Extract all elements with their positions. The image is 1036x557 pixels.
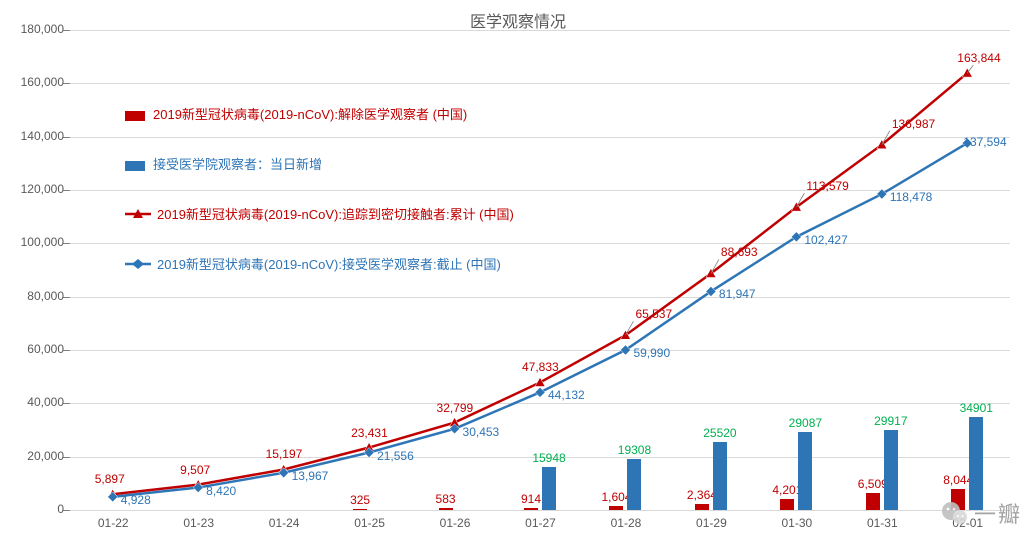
x-axis-label: 01-25 xyxy=(327,516,412,530)
x-axis-label: 01-27 xyxy=(498,516,583,530)
line-point-label: 32,799 xyxy=(437,401,474,415)
line-point-label: 8,420 xyxy=(206,484,236,498)
legend-label: 2019新型冠状病毒(2019-nCoV):接受医学观察者:截止 (中国) xyxy=(157,257,501,272)
line-point-label: 44,132 xyxy=(548,388,585,402)
line-point-label: 136,987 xyxy=(892,117,935,131)
line-path xyxy=(113,143,968,497)
line-point-label: 113,579 xyxy=(806,179,849,193)
line-point-label: 15,197 xyxy=(266,447,303,461)
line-point-label: 9,507 xyxy=(180,463,210,477)
line-path xyxy=(113,73,968,494)
legend-item: 2019新型冠状病毒(2019-nCoV):接受医学观察者:截止 (中国) xyxy=(125,254,501,274)
line-point-label: 21,556 xyxy=(377,449,414,463)
x-axis-label: 01-24 xyxy=(242,516,327,530)
lines-layer xyxy=(0,0,1036,557)
legend-item: 2019新型冠状病毒(2019-nCoV):追踪到密切接触者:累计 (中国) xyxy=(125,204,514,224)
line-point-label: 30,453 xyxy=(463,425,500,439)
x-axis-label: 01-23 xyxy=(156,516,241,530)
line-point-label: 88,693 xyxy=(721,245,758,259)
x-axis-label: 01-29 xyxy=(669,516,754,530)
legend-label: 接受医学院观察者：当日新增 xyxy=(153,157,322,172)
line-point-label: 102,427 xyxy=(804,233,847,247)
x-axis-label: 01-30 xyxy=(754,516,839,530)
watermark: 一瓣 xyxy=(940,497,1022,529)
line-point-label: 23,431 xyxy=(351,426,388,440)
legend-item: 2019新型冠状病毒(2019-nCoV):解除医学观察者 (中国) xyxy=(125,104,467,123)
x-axis-label: 01-22 xyxy=(71,516,156,530)
line-point-label: 137,594 xyxy=(963,135,1006,149)
x-axis-label: 01-26 xyxy=(413,516,498,530)
watermark-text: 一瓣 xyxy=(974,497,1022,529)
line-point-label: 4,928 xyxy=(121,493,151,507)
legend-label: 2019新型冠状病毒(2019-nCoV):解除医学观察者 (中国) xyxy=(153,107,467,122)
line-point-label: 163,844 xyxy=(957,51,1000,65)
legend-item: 接受医学院观察者：当日新增 xyxy=(125,154,322,173)
line-point-label: 59,990 xyxy=(633,346,670,360)
line-point-label: 118,478 xyxy=(890,190,933,204)
x-axis-label: 01-31 xyxy=(840,516,925,530)
legend-label: 2019新型冠状病毒(2019-nCoV):追踪到密切接触者:累计 (中国) xyxy=(157,207,514,222)
wechat-icon xyxy=(940,499,968,527)
line-point-label: 81,947 xyxy=(719,287,756,301)
line-point-label: 5,897 xyxy=(95,472,125,486)
line-point-label: 65,537 xyxy=(635,307,672,321)
line-point-label: 47,833 xyxy=(522,360,559,374)
line-point-label: 13,967 xyxy=(292,469,329,483)
x-axis-label: 01-28 xyxy=(583,516,668,530)
